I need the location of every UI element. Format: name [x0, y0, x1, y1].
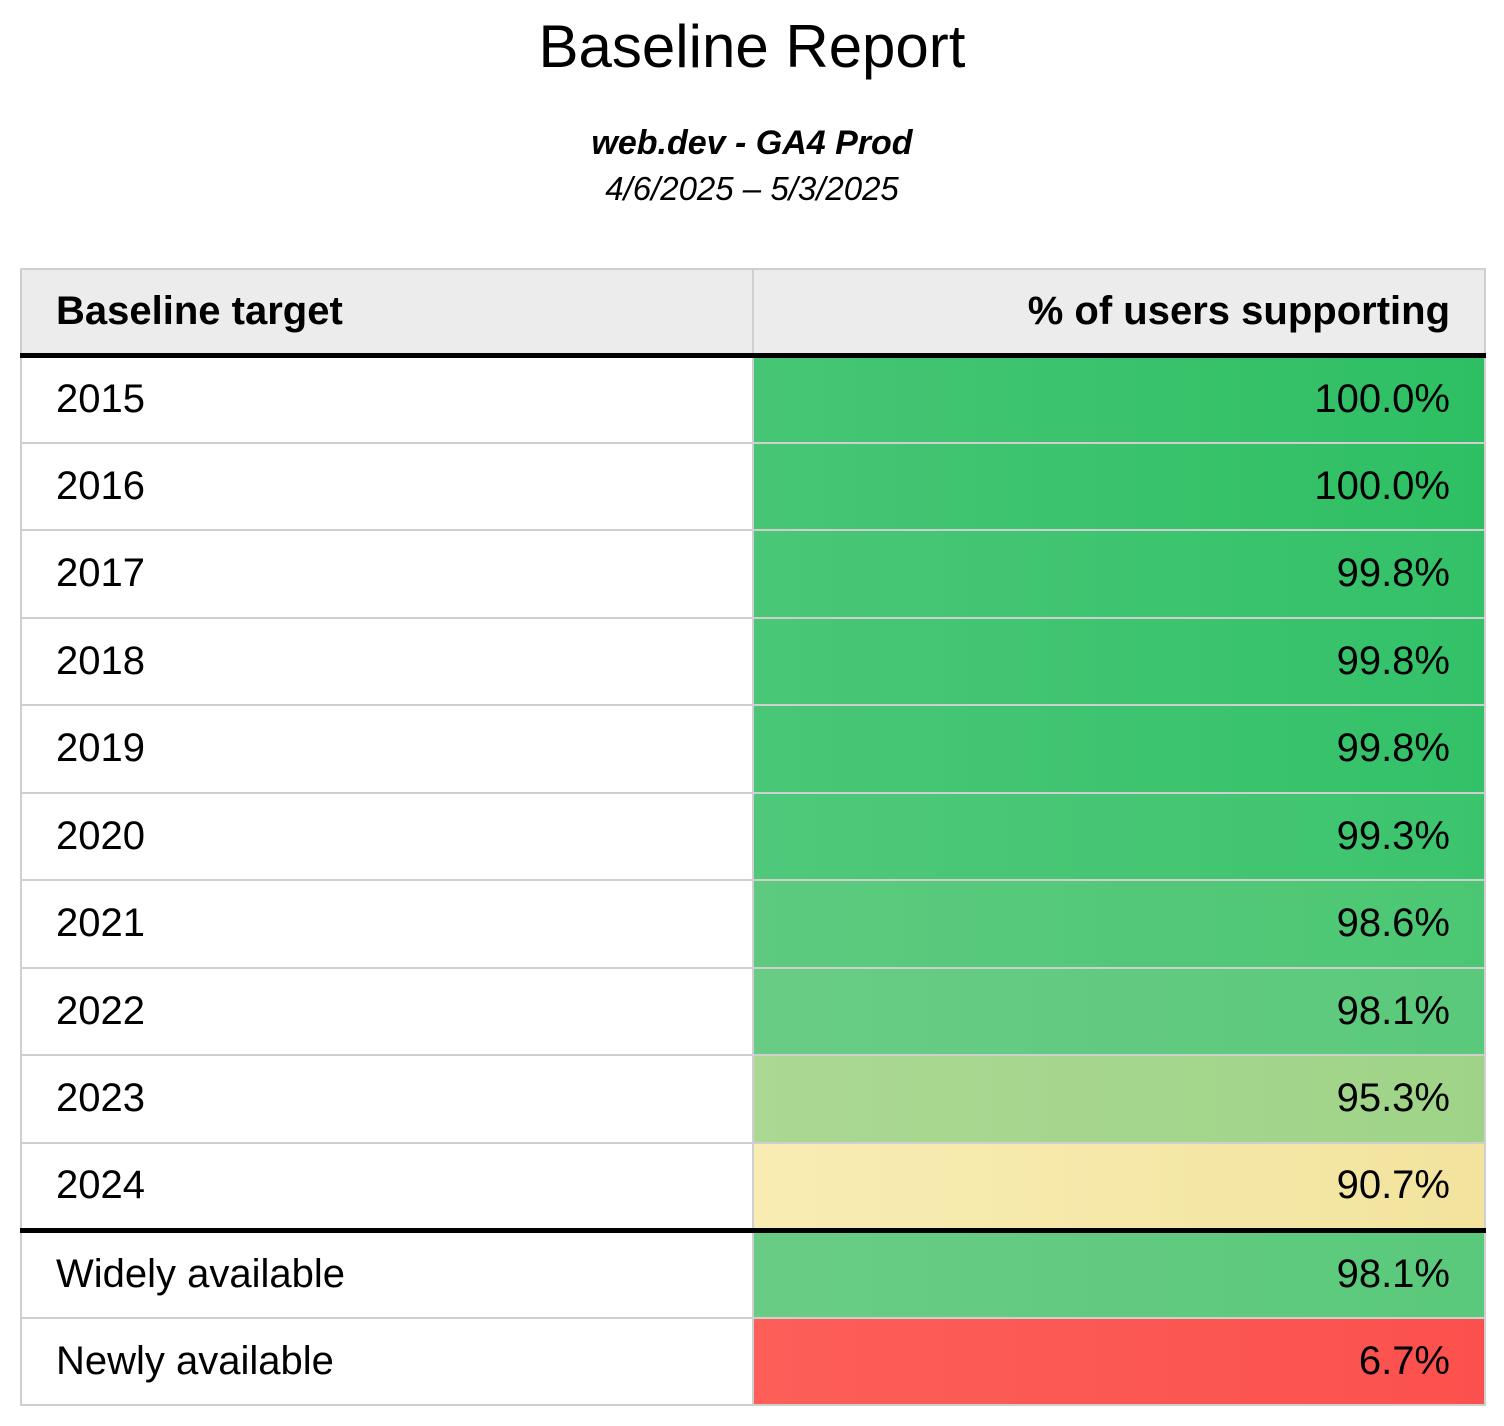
report-subtitle: web.dev - GA4 Prod: [591, 124, 913, 162]
value-cell: 6.7%: [752, 1316, 1485, 1406]
table-row: 2022 98.1%: [21, 966, 1485, 1056]
report-header: Baseline Report web.dev - GA4 Prod 4/6/2…: [0, 12, 1504, 212]
target-cell: 2017: [21, 529, 753, 619]
target-cell: 2018: [21, 616, 753, 706]
value-cell: 99.8%: [752, 704, 1485, 794]
table-row: 2015 100.0%: [21, 354, 1485, 444]
target-cell: 2016: [21, 441, 753, 531]
value-cell: 90.7%: [752, 1141, 1485, 1231]
value-cell: 100.0%: [752, 354, 1485, 444]
column-header-baseline-target: Baseline target: [21, 268, 753, 358]
column-header-users-supporting: % of users supporting: [752, 268, 1485, 358]
value-cell: 99.8%: [752, 616, 1485, 706]
report-date-range: 4/6/2025 – 5/3/2025: [605, 170, 899, 207]
target-cell: 2020: [21, 791, 753, 881]
target-cell: 2019: [21, 704, 753, 794]
table-header-row: Baseline target % of users supporting: [21, 268, 1485, 358]
target-cell: 2023: [21, 1054, 753, 1144]
target-cell: 2022: [21, 966, 753, 1056]
table-row: 2023 95.3%: [21, 1054, 1485, 1144]
value-cell: 98.1%: [752, 966, 1485, 1056]
report-meta: web.dev - GA4 Prod 4/6/2025 – 5/3/2025: [0, 120, 1504, 212]
value-cell: 98.6%: [752, 879, 1485, 969]
value-cell: 95.3%: [752, 1054, 1485, 1144]
target-cell: 2021: [21, 879, 753, 969]
table-row: 2024 90.7%: [21, 1141, 1485, 1231]
value-cell: 100.0%: [752, 441, 1485, 531]
value-cell: 98.1%: [752, 1227, 1485, 1319]
table-row: 2016 100.0%: [21, 441, 1485, 531]
target-cell: 2015: [21, 354, 753, 444]
table-row: 2020 99.3%: [21, 791, 1485, 881]
target-cell: Widely available: [21, 1227, 753, 1319]
page-title: Baseline Report: [538, 13, 966, 80]
value-cell: 99.3%: [752, 791, 1485, 881]
baseline-table: Baseline target % of users supporting 20…: [20, 268, 1486, 1406]
target-cell: 2024: [21, 1141, 753, 1231]
table-row: Widely available 98.1%: [21, 1227, 1485, 1319]
table-row: 2018 99.8%: [21, 616, 1485, 706]
table-row: Newly available 6.7%: [21, 1316, 1485, 1406]
value-cell: 99.8%: [752, 529, 1485, 619]
table-row: 2021 98.6%: [21, 879, 1485, 969]
target-cell: Newly available: [21, 1316, 753, 1406]
table-row: 2019 99.8%: [21, 704, 1485, 794]
table-row: 2017 99.8%: [21, 529, 1485, 619]
